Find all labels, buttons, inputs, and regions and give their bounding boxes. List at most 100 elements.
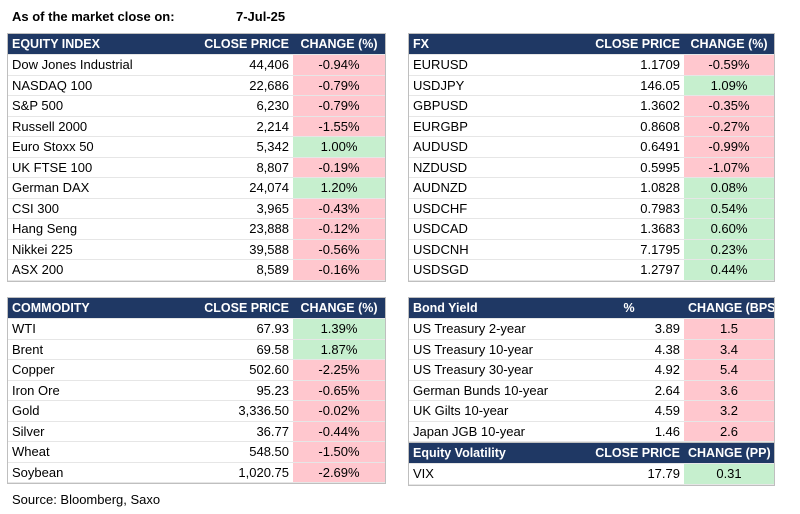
equity-index-table: EQUITY INDEX CLOSE PRICE CHANGE (%) Dow … (7, 33, 386, 282)
fx-table: FX CLOSE PRICE CHANGE (%) EURUSD 1.1709 -0… (408, 33, 775, 282)
row-name: Euro Stoxx 50 (8, 136, 193, 158)
report-header: As of the market close on: 7-Jul-25 (12, 9, 285, 24)
row-change: 1.00% (293, 136, 385, 158)
row-name: AUDUSD (409, 136, 574, 158)
row-value: 95.23 (193, 380, 293, 401)
table-row: Nikkei 225 39,588 -0.56% (8, 239, 385, 260)
table-row: US Treasury 10-year 4.38 3.4 (409, 339, 774, 360)
row-value: 8,589 (193, 259, 293, 281)
header-label: As of the market close on: (12, 9, 175, 24)
row-name: ASX 200 (8, 259, 193, 281)
table-row: ASX 200 8,589 -0.16% (8, 259, 385, 281)
row-name: Nikkei 225 (8, 239, 193, 260)
row-value: 146.05 (574, 75, 684, 96)
row-name: NZDUSD (409, 157, 574, 178)
row-value: 4.92 (574, 359, 684, 381)
row-name: UK Gilts 10-year (409, 400, 574, 422)
row-name: UK FTSE 100 (8, 157, 193, 178)
row-value: 1.46 (574, 421, 684, 442)
equity-header-name: EQUITY INDEX (8, 34, 193, 55)
table-row: USDCHF 0.7983 0.54% (409, 198, 774, 219)
row-change: -0.35% (684, 95, 774, 117)
row-value: 22,686 (193, 75, 293, 96)
row-value: 548.50 (193, 441, 293, 463)
table-row: Brent 69.58 1.87% (8, 339, 385, 360)
row-value: 1,020.75 (193, 462, 293, 483)
table-row: Copper 502.60 -2.25% (8, 359, 385, 381)
row-name: Russell 2000 (8, 116, 193, 137)
table-row: NASDAQ 100 22,686 -0.79% (8, 75, 385, 96)
table-row: Iron Ore 95.23 -0.65% (8, 380, 385, 401)
bonds-header-unit: % (574, 298, 684, 319)
row-value: 0.7983 (574, 198, 684, 219)
row-name: US Treasury 2-year (409, 318, 574, 340)
row-change: -0.16% (293, 259, 385, 281)
table-row: German Bunds 10-year 2.64 3.6 (409, 380, 774, 401)
table-row: Dow Jones Industrial 44,406 -0.94% (8, 54, 385, 76)
table-row: USDSGD 1.2797 0.44% (409, 259, 774, 281)
row-change: -0.19% (293, 157, 385, 178)
row-name: VIX (409, 463, 574, 485)
table-row: USDCNH 7.1795 0.23% (409, 239, 774, 260)
row-name: US Treasury 30-year (409, 359, 574, 381)
header-date: 7-Jul-25 (236, 9, 286, 24)
commodity-header-change: CHANGE (%) (293, 298, 385, 319)
row-change: -0.43% (293, 198, 385, 219)
commodity-header-price: CLOSE PRICE (193, 298, 293, 319)
row-value: 4.38 (574, 339, 684, 360)
row-name: CSI 300 (8, 198, 193, 219)
row-value: 3,965 (193, 198, 293, 219)
row-change: -0.94% (293, 54, 385, 76)
row-name: USDSGD (409, 259, 574, 281)
row-change: -1.55% (293, 116, 385, 137)
table-row: Russell 2000 2,214 -1.55% (8, 116, 385, 137)
row-value: 24,074 (193, 177, 293, 199)
equity-header-price: CLOSE PRICE (193, 34, 293, 55)
row-value: 3.89 (574, 318, 684, 340)
row-name: German Bunds 10-year (409, 380, 574, 401)
row-value: 8,807 (193, 157, 293, 178)
table-row: USDJPY 146.05 1.09% (409, 75, 774, 96)
row-value: 6,230 (193, 95, 293, 117)
source-note: Source: Bloomberg, Saxo (12, 492, 161, 507)
row-name: Japan JGB 10-year (409, 421, 574, 442)
row-name: USDCHF (409, 198, 574, 219)
row-change: 1.39% (293, 318, 385, 340)
row-value: 0.5995 (574, 157, 684, 178)
row-name: Hang Seng (8, 218, 193, 240)
row-name: Iron Ore (8, 380, 193, 401)
row-name: USDCAD (409, 218, 574, 240)
row-value: 1.2797 (574, 259, 684, 281)
bonds-header-change: CHANGE (BPS) (684, 298, 774, 319)
row-value: 2,214 (193, 116, 293, 137)
row-change: -2.69% (293, 462, 385, 483)
row-change: -1.07% (684, 157, 774, 178)
commodity-table: COMMODITY CLOSE PRICE CHANGE (%) WTI 67.9… (7, 297, 386, 484)
row-value: 4.59 (574, 400, 684, 422)
row-value: 1.3602 (574, 95, 684, 117)
row-change: 0.60% (684, 218, 774, 240)
table-row: AUDNZD 1.0828 0.08% (409, 177, 774, 199)
row-name: NASDAQ 100 (8, 75, 193, 96)
row-value: 69.58 (193, 339, 293, 360)
row-name: USDJPY (409, 75, 574, 96)
row-name: EURUSD (409, 54, 574, 76)
row-name: S&P 500 (8, 95, 193, 117)
row-value: 1.3683 (574, 218, 684, 240)
row-value: 1.1709 (574, 54, 684, 76)
equity-header-change: CHANGE (%) (293, 34, 385, 55)
table-row: WTI 67.93 1.39% (8, 318, 385, 340)
row-value: 0.8608 (574, 116, 684, 137)
row-change: -2.25% (293, 359, 385, 381)
row-name: Gold (8, 400, 193, 422)
row-value: 1.0828 (574, 177, 684, 199)
table-row: NZDUSD 0.5995 -1.07% (409, 157, 774, 178)
row-change: 1.87% (293, 339, 385, 360)
row-name: WTI (8, 318, 193, 340)
fx-header-name: FX (409, 34, 574, 55)
row-name: US Treasury 10-year (409, 339, 574, 360)
table-row: EURGBP 0.8608 -0.27% (409, 116, 774, 137)
table-row: GBPUSD 1.3602 -0.35% (409, 95, 774, 117)
table-row: Hang Seng 23,888 -0.12% (8, 218, 385, 240)
row-change: 3.4 (684, 339, 774, 360)
